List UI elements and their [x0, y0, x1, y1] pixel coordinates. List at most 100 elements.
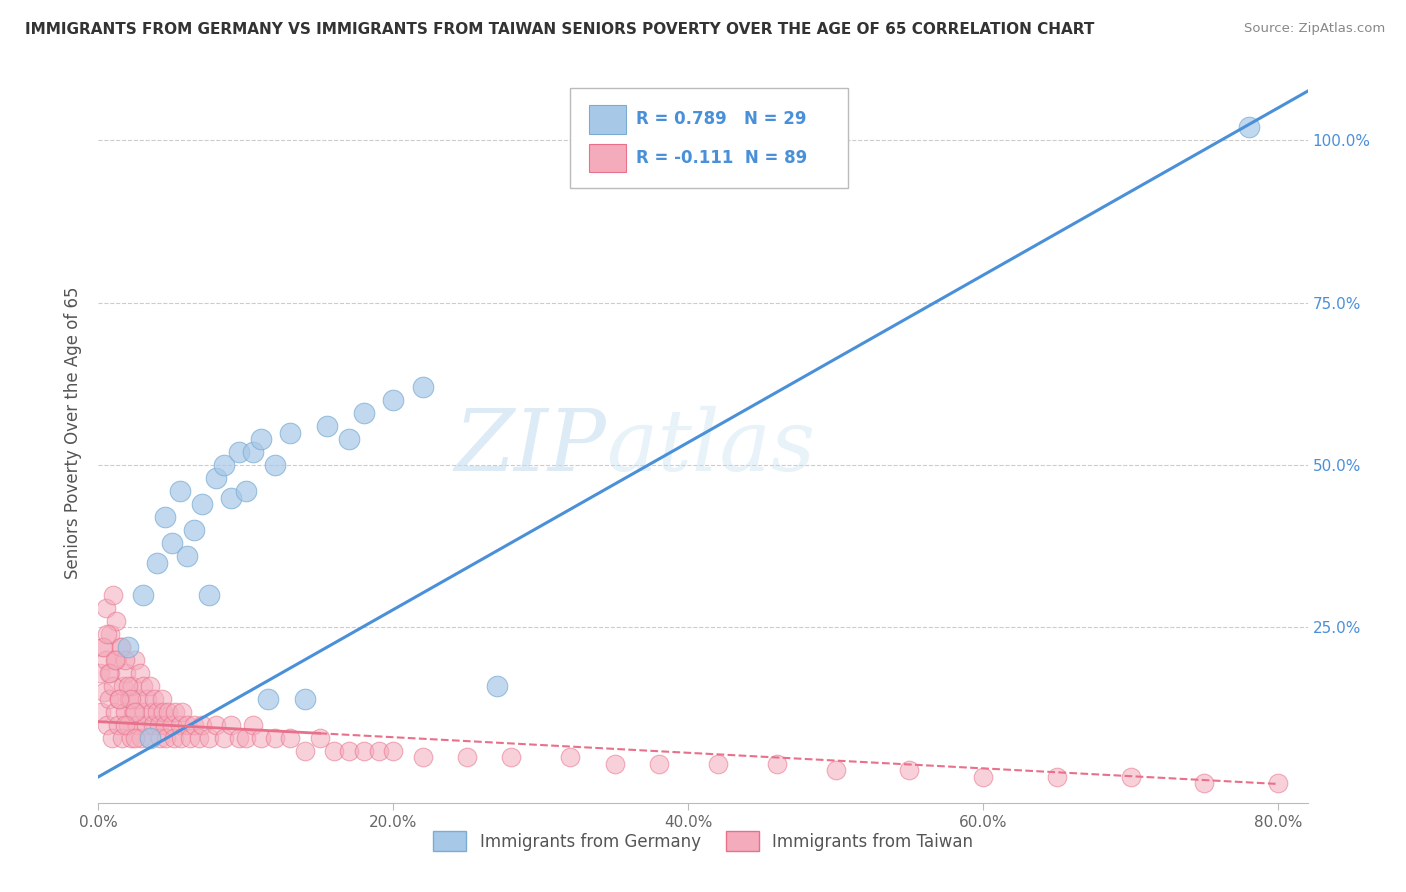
- Point: [96, 718, 118, 732]
- Point: [90, 705, 112, 719]
- Point: [824, 764, 846, 778]
- Point: [91, 640, 114, 654]
- Point: [485, 679, 508, 693]
- Point: [898, 764, 921, 778]
- Point: [501, 750, 523, 764]
- Point: [235, 731, 257, 745]
- Point: [91, 640, 114, 654]
- Point: [648, 756, 671, 771]
- Point: [249, 432, 271, 446]
- Point: [139, 731, 162, 745]
- Text: atlas: atlas: [606, 406, 815, 489]
- Point: [107, 718, 129, 732]
- Point: [122, 705, 145, 719]
- Point: [117, 640, 139, 654]
- Point: [382, 393, 405, 408]
- Point: [1194, 776, 1216, 790]
- Point: [142, 718, 165, 732]
- Point: [146, 705, 169, 719]
- Point: [190, 497, 212, 511]
- Point: [105, 653, 128, 667]
- Point: [294, 692, 316, 706]
- Point: [242, 445, 264, 459]
- Point: [117, 679, 139, 693]
- Point: [89, 665, 111, 680]
- Point: [100, 731, 122, 745]
- FancyBboxPatch shape: [589, 144, 626, 172]
- Point: [765, 756, 787, 771]
- Point: [120, 731, 142, 745]
- Point: [264, 731, 287, 745]
- Point: [198, 588, 221, 602]
- Text: ZIP: ZIP: [454, 406, 606, 489]
- Point: [176, 718, 198, 732]
- Point: [205, 718, 228, 732]
- Point: [198, 731, 221, 745]
- Point: [337, 744, 360, 758]
- Point: [412, 380, 434, 394]
- Point: [323, 744, 346, 758]
- Point: [169, 484, 191, 499]
- Point: [138, 731, 160, 745]
- Point: [117, 718, 139, 732]
- Point: [98, 665, 121, 680]
- Point: [111, 731, 134, 745]
- Point: [1046, 770, 1069, 784]
- Point: [212, 731, 235, 745]
- Point: [353, 406, 375, 420]
- Point: [121, 679, 143, 693]
- Y-axis label: Seniors Poverty Over the Age of 65: Seniors Poverty Over the Age of 65: [65, 286, 83, 579]
- Point: [128, 665, 150, 680]
- Point: [124, 653, 146, 667]
- Point: [134, 705, 156, 719]
- Point: [228, 731, 250, 745]
- Point: [179, 731, 201, 745]
- Point: [127, 692, 149, 706]
- Point: [98, 627, 121, 641]
- Point: [278, 425, 301, 440]
- Point: [141, 705, 163, 719]
- Point: [146, 556, 169, 570]
- Point: [97, 665, 120, 680]
- Point: [308, 731, 330, 745]
- Point: [456, 750, 478, 764]
- Point: [228, 445, 250, 459]
- Point: [190, 718, 212, 732]
- FancyBboxPatch shape: [569, 88, 848, 188]
- Point: [219, 718, 242, 732]
- Point: [108, 692, 131, 706]
- Text: IMMIGRANTS FROM GERMANY VS IMMIGRANTS FROM TAIWAN SENIORS POVERTY OVER THE AGE O: IMMIGRANTS FROM GERMANY VS IMMIGRANTS FR…: [25, 22, 1095, 37]
- Point: [264, 458, 287, 472]
- Text: R = -0.111  N = 89: R = -0.111 N = 89: [637, 149, 807, 167]
- Point: [104, 653, 127, 667]
- Point: [972, 770, 994, 784]
- Point: [176, 549, 198, 563]
- Point: [149, 731, 172, 745]
- Point: [316, 419, 339, 434]
- Point: [160, 536, 183, 550]
- Point: [560, 750, 582, 764]
- Point: [219, 491, 242, 505]
- Point: [101, 679, 124, 693]
- Point: [1237, 120, 1260, 135]
- Point: [143, 692, 166, 706]
- Point: [94, 653, 117, 667]
- Point: [706, 756, 728, 771]
- Point: [1267, 776, 1289, 790]
- Point: [93, 685, 115, 699]
- Point: [235, 484, 257, 499]
- Text: Source: ZipAtlas.com: Source: ZipAtlas.com: [1244, 22, 1385, 36]
- Point: [114, 718, 136, 732]
- Point: [257, 692, 280, 706]
- Legend: Immigrants from Germany, Immigrants from Taiwan: Immigrants from Germany, Immigrants from…: [426, 825, 980, 857]
- Point: [105, 614, 128, 628]
- Point: [148, 718, 170, 732]
- Point: [242, 718, 264, 732]
- Point: [136, 692, 159, 706]
- Point: [101, 588, 124, 602]
- Point: [96, 627, 118, 641]
- Point: [153, 718, 176, 732]
- Point: [112, 679, 135, 693]
- Point: [205, 471, 228, 485]
- Point: [187, 731, 209, 745]
